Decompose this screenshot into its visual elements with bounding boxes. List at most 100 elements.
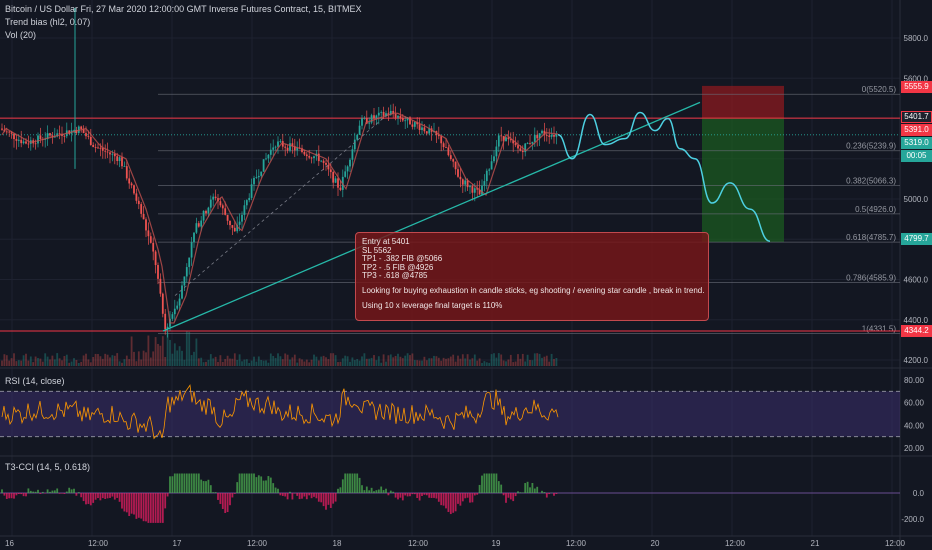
candle-body bbox=[10, 132, 13, 134]
volume-bar bbox=[488, 362, 491, 366]
cci-bar bbox=[526, 481, 529, 493]
cci-bar bbox=[500, 484, 503, 493]
price-tick-label: 4400.0 bbox=[904, 316, 929, 325]
candle-body bbox=[332, 172, 335, 183]
volume-bar bbox=[27, 360, 30, 366]
trade-note[interactable]: Entry at 5401 SL 5562 TP1 - .382 FIB @50… bbox=[355, 232, 709, 321]
candle-body bbox=[416, 122, 419, 125]
candle-body bbox=[346, 166, 349, 172]
volume-bar bbox=[61, 360, 63, 366]
candle-body bbox=[25, 141, 27, 144]
volume-bar bbox=[389, 354, 392, 366]
cci-bar bbox=[469, 493, 471, 503]
cci-bar bbox=[356, 473, 359, 493]
cci-bar bbox=[214, 492, 217, 493]
candle-body bbox=[8, 131, 11, 133]
cci-bar bbox=[178, 473, 181, 493]
candle-body bbox=[327, 164, 330, 170]
candle-body bbox=[183, 276, 186, 286]
volume-bar bbox=[327, 359, 330, 366]
volume-bar bbox=[500, 354, 503, 366]
cci-bar bbox=[250, 473, 253, 493]
volume-bar bbox=[73, 358, 75, 366]
volume-bar bbox=[68, 362, 71, 366]
cci-bar bbox=[493, 473, 495, 493]
cci-bar bbox=[13, 493, 15, 499]
cci-bar bbox=[452, 493, 455, 513]
volume-bar bbox=[1, 360, 3, 366]
cci-bar bbox=[207, 479, 210, 493]
volume-bar bbox=[267, 362, 270, 366]
volume-bar bbox=[471, 358, 474, 366]
time-tick-label: 12:00 bbox=[725, 539, 746, 548]
candle-body bbox=[502, 136, 505, 142]
cci-bar bbox=[435, 493, 438, 499]
volume-bar bbox=[339, 361, 342, 366]
volume-bar bbox=[121, 362, 123, 366]
candle-body bbox=[123, 166, 126, 167]
volume-bar bbox=[260, 360, 263, 366]
volume-bars bbox=[1, 331, 558, 366]
candle-body bbox=[255, 177, 258, 178]
candle-body bbox=[46, 133, 49, 140]
candle-body bbox=[493, 156, 495, 162]
volume-bar bbox=[514, 361, 517, 366]
cci-label[interactable]: T3-CCI (14, 5, 0.618) bbox=[5, 462, 91, 472]
trend-bias-label[interactable]: Trend bias (hl2, 0.07) bbox=[5, 17, 91, 27]
volume-bar bbox=[541, 357, 543, 366]
cci-bar bbox=[505, 493, 507, 503]
candle-body bbox=[478, 189, 481, 195]
cci-bar bbox=[344, 473, 347, 493]
candle-body bbox=[495, 146, 498, 157]
volume-bar bbox=[140, 359, 143, 366]
trend-bias-line bbox=[1, 112, 559, 324]
candle-body bbox=[466, 180, 469, 188]
candle-body bbox=[27, 143, 30, 145]
candle-body bbox=[459, 176, 462, 180]
candle-body bbox=[543, 130, 546, 136]
volume-bar bbox=[293, 354, 296, 366]
cci-bar bbox=[205, 481, 207, 493]
cci-bar bbox=[404, 493, 407, 496]
cci-bar bbox=[221, 493, 224, 509]
candle-body bbox=[449, 155, 452, 160]
cci-bar bbox=[332, 493, 335, 504]
candle-body bbox=[428, 128, 431, 134]
cci-bar bbox=[329, 493, 332, 508]
volume-bar bbox=[368, 358, 371, 366]
volume-label[interactable]: Vol (20) bbox=[5, 30, 37, 40]
volume-bar bbox=[351, 357, 354, 366]
volume-bar bbox=[303, 361, 306, 366]
volume-bar bbox=[94, 353, 97, 366]
cci-bar bbox=[389, 490, 392, 493]
candle-body bbox=[322, 160, 325, 163]
candle-body bbox=[97, 147, 99, 149]
candle-body bbox=[303, 151, 306, 155]
note-tp1: TP1 - .382 FIB @5066 bbox=[362, 254, 443, 264]
cci-bar bbox=[104, 493, 107, 500]
cci-bar bbox=[286, 493, 289, 500]
candle-body bbox=[200, 220, 203, 227]
volume-bar bbox=[181, 350, 183, 366]
candle-body bbox=[188, 257, 191, 268]
candle-body bbox=[157, 265, 159, 279]
cci-bar bbox=[399, 493, 402, 498]
rsi-label[interactable]: RSI (14, close) bbox=[5, 376, 65, 386]
candle-body bbox=[349, 159, 351, 167]
cci-bar bbox=[255, 477, 258, 493]
volume-bar bbox=[13, 353, 15, 366]
candle-body bbox=[353, 139, 356, 150]
volume-bar bbox=[85, 353, 87, 366]
cci-bar bbox=[99, 493, 102, 501]
candle-body bbox=[425, 131, 428, 134]
volume-bar bbox=[548, 361, 551, 366]
cci-bar bbox=[478, 484, 481, 493]
cci-bar bbox=[183, 473, 186, 493]
cci-bar bbox=[241, 473, 243, 493]
volume-bar bbox=[113, 355, 116, 366]
volume-bar bbox=[262, 360, 265, 366]
candle-body bbox=[517, 145, 519, 149]
volume-bar bbox=[166, 332, 169, 366]
volume-bar bbox=[533, 353, 536, 366]
